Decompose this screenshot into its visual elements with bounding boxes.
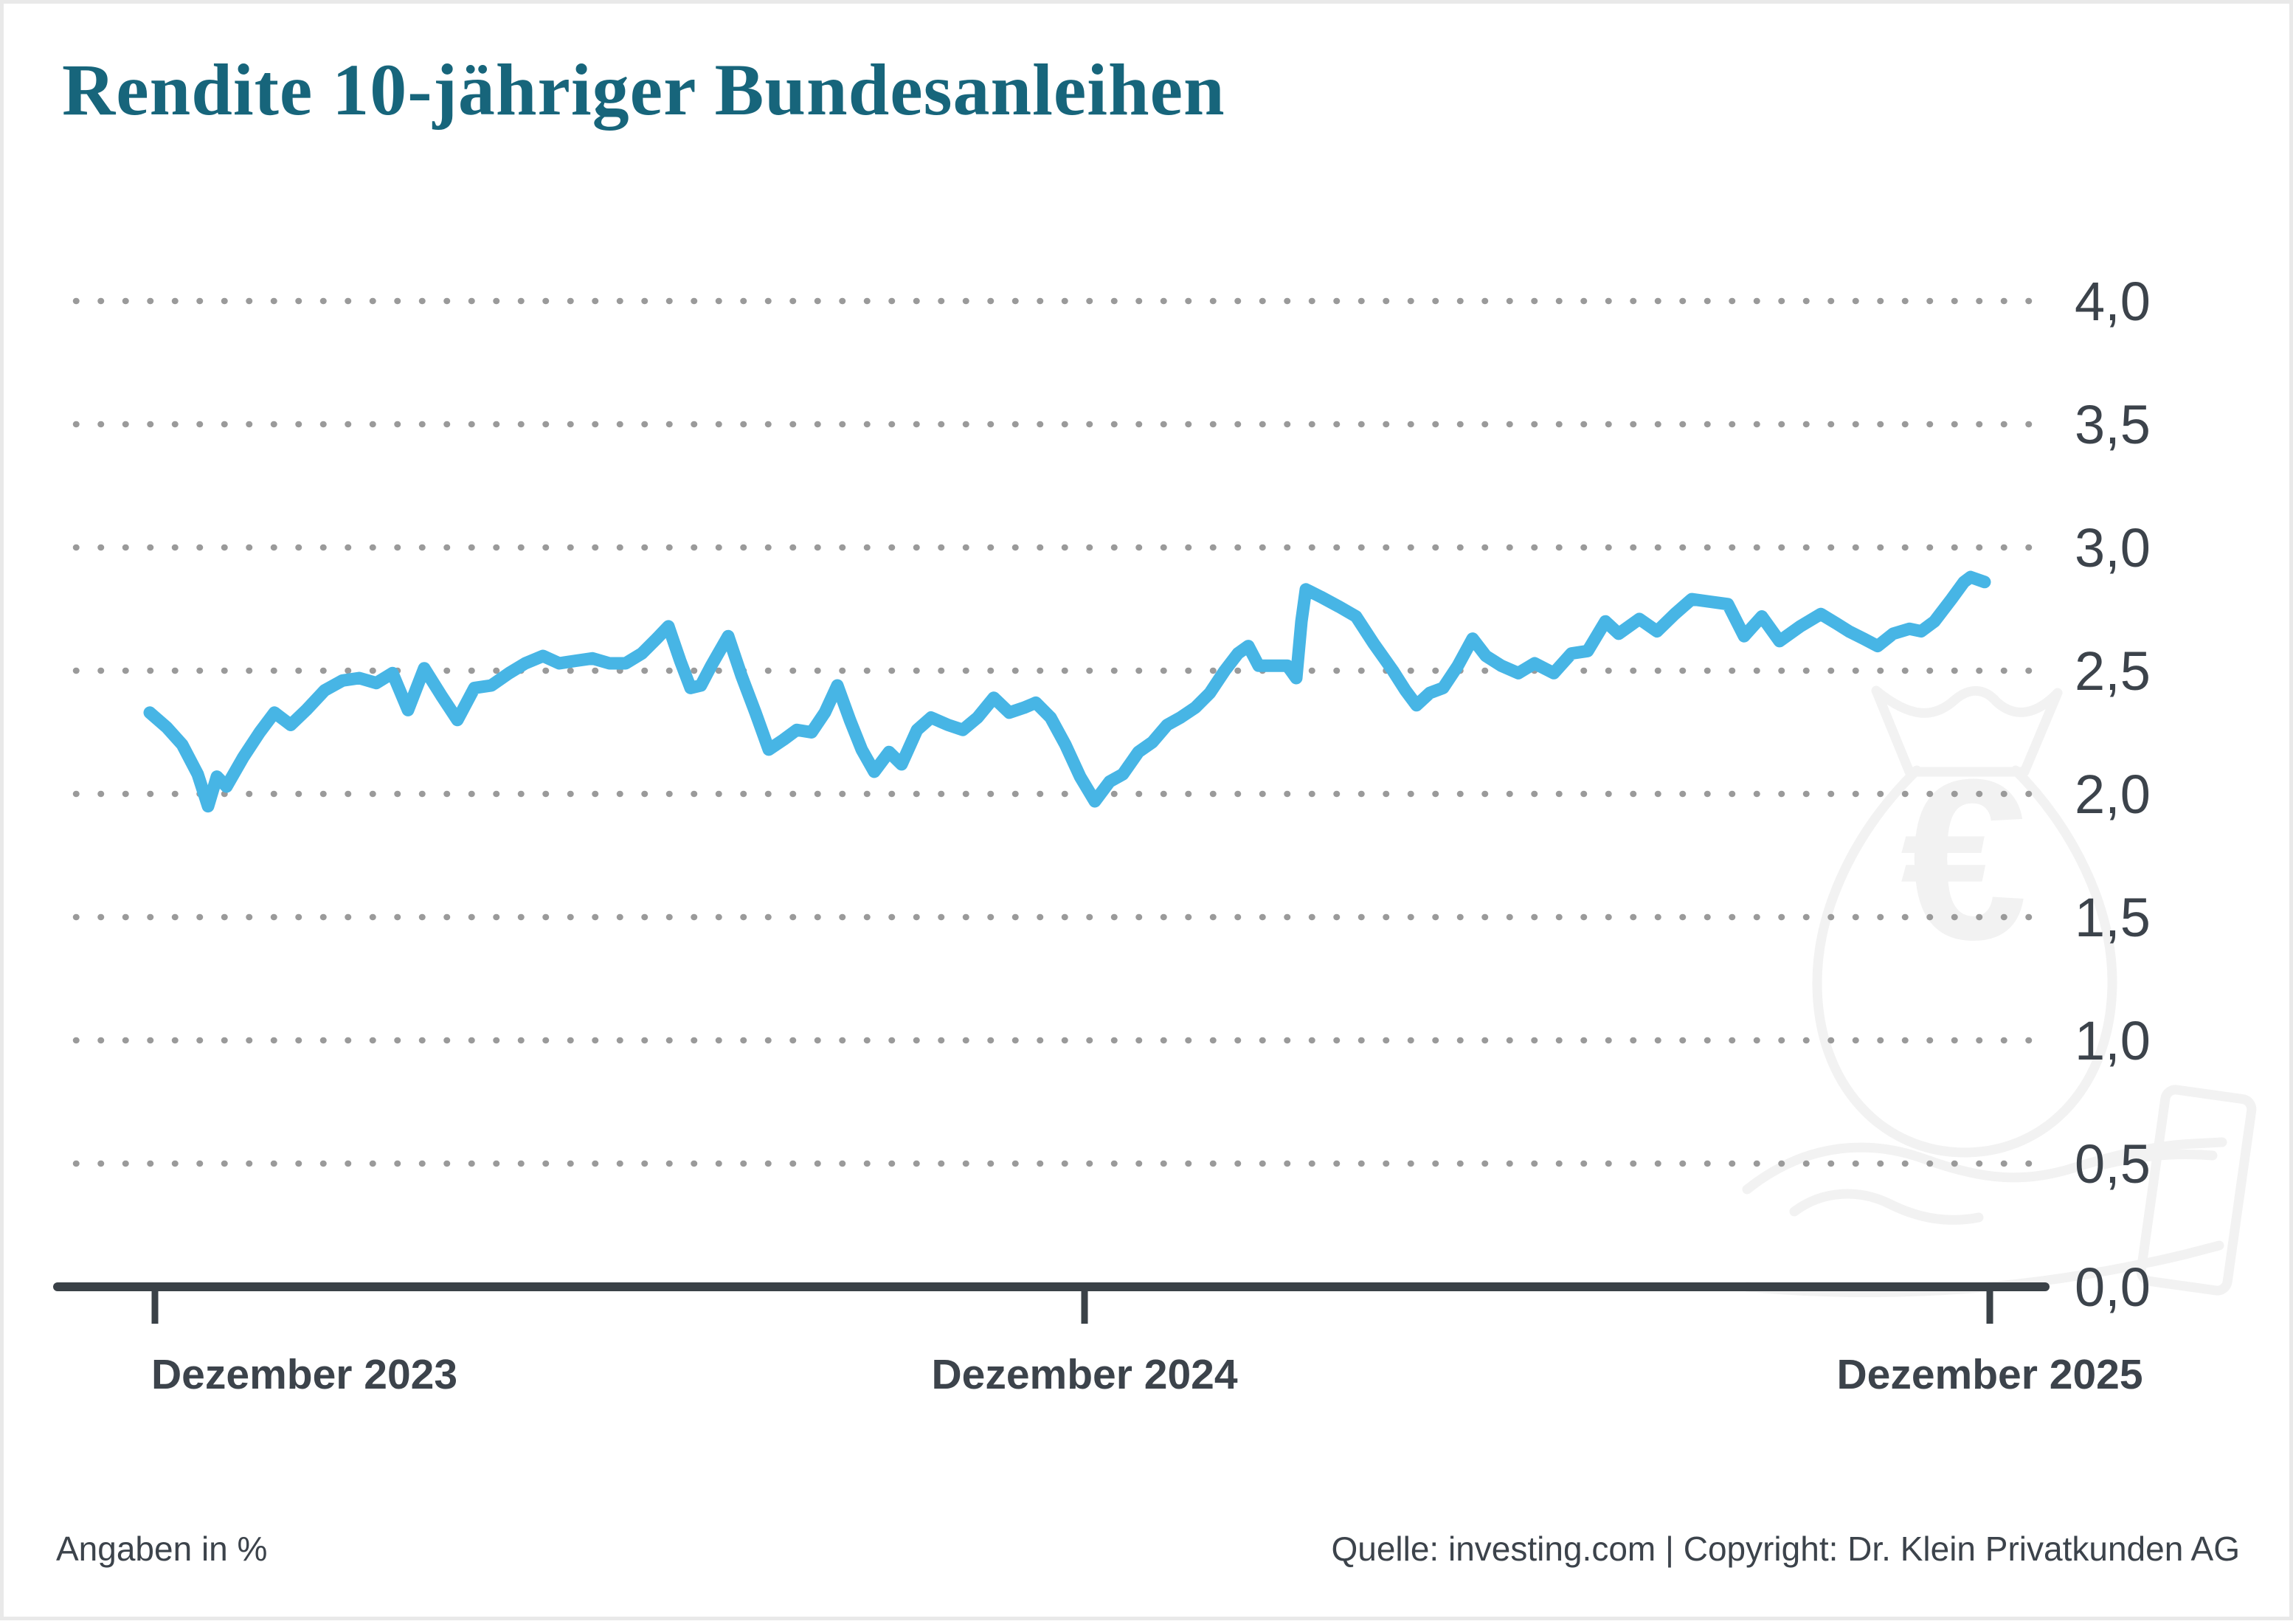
x-tick-label: Dezember 2024 xyxy=(931,1351,1237,1398)
x-axis: Dezember 2023 Dezember 2024 Dezember 2025 xyxy=(53,1282,2143,1398)
euro-sign-icon: € xyxy=(1901,731,2027,987)
y-tick-label: 0,0 xyxy=(2075,1257,2151,1318)
y-tick-label: 0,5 xyxy=(2075,1133,2151,1195)
x-tick-label: Dezember 2023 xyxy=(151,1351,457,1398)
x-axis-tick-labels: Dezember 2023 Dezember 2024 Dezember 2025 xyxy=(151,1351,2143,1398)
yield-line-series xyxy=(143,570,1991,813)
y-tick-label: 2,5 xyxy=(2075,640,2151,702)
y-tick-label: 1,0 xyxy=(2075,1010,2151,1071)
hand-thumb-icon xyxy=(1789,1189,1984,1225)
money-bag-icon xyxy=(1812,765,2117,1158)
y-tick-label: 1,5 xyxy=(2075,887,2151,948)
y-axis-labels: 4,0 3,5 3,0 2,5 2,0 1,5 1,0 0,5 0,0 xyxy=(2075,271,2151,1318)
page-title: Rendite 10-jähriger Bundesanleihen xyxy=(62,49,1225,131)
open-hand-icon xyxy=(1742,1137,2227,1195)
money-bag-knot-icon xyxy=(1871,685,2063,777)
y-tick-label: 2,0 xyxy=(2075,764,2151,825)
y-tick-label: 4,0 xyxy=(2075,271,2151,332)
y-tick-label: 3,0 xyxy=(2075,517,2151,578)
x-axis-ticks xyxy=(151,1290,1993,1324)
sleeve-cuff-icon xyxy=(2136,1085,2257,1296)
unit-note: Angaben in % xyxy=(56,1530,268,1568)
y-tick-label: 3,5 xyxy=(2075,394,2151,455)
x-tick-label: Dezember 2025 xyxy=(1836,1351,2142,1398)
source-note: Quelle: investing.com | Copyright: Dr. K… xyxy=(1331,1530,2240,1568)
